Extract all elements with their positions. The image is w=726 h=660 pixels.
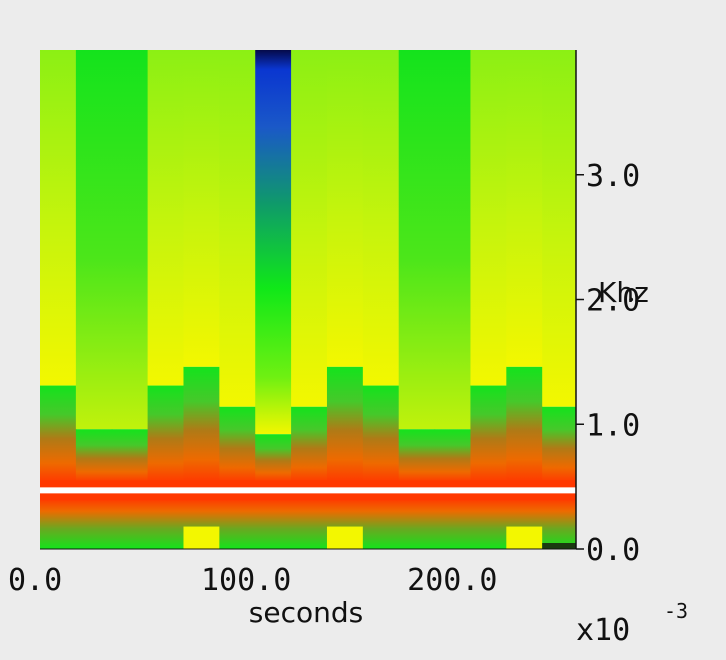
x-tick-label: 200.0 (407, 563, 497, 598)
heatmap-cell-high (147, 50, 184, 386)
heatmap-cell-low (75, 429, 113, 483)
heatmap-cell-bottom (362, 498, 400, 549)
heatmap-cell-low (183, 366, 220, 483)
heatmap-cell-high (398, 50, 436, 430)
heatmap-white-line (40, 487, 576, 494)
heatmap-cell-low (255, 434, 292, 483)
heatmap-cell-high (506, 50, 543, 367)
heatmap-cell-bottom (398, 498, 436, 549)
heatmap-cell-low (111, 429, 149, 483)
heatmap-cell-low (434, 429, 471, 483)
heatmap-cell-low (147, 385, 184, 483)
x-tick-label: 0.0 (8, 563, 62, 598)
heatmap-cell-bottom (40, 498, 77, 549)
heatmap-cell-high (362, 50, 400, 386)
heatmap-cell-bottom (219, 498, 256, 549)
heatmap-cell-high (326, 50, 364, 367)
heatmap-cell-low (470, 385, 507, 483)
heatmap-cell-low (362, 385, 400, 483)
heatmap-cell-high (291, 50, 328, 407)
heatmap-cell-high (219, 50, 256, 407)
x-axis-multiplier: x10 (576, 613, 630, 648)
heatmap-cell-high (111, 50, 149, 430)
heatmap-cell-bottom (542, 498, 577, 549)
heatmap-cell-bottom (147, 498, 184, 549)
heatmap-cell-bump (326, 526, 364, 549)
x-axis-label: seconds (249, 596, 363, 629)
heatmap-cell-high (40, 50, 77, 386)
heatmap-cell-low (291, 406, 328, 483)
y-tick-label: 0.0 (586, 533, 640, 568)
x-tick-label: 100.0 (201, 563, 291, 598)
heatmap-cell-bump (183, 526, 220, 549)
heatmap-cell-high (434, 50, 471, 430)
x-axis-multiplier-exponent: -3 (664, 599, 688, 623)
heatmap-cell-high (255, 50, 292, 435)
heatmap-cell-dark (542, 543, 577, 549)
heatmap-cell-low (326, 366, 364, 483)
heatmap-cell-bottom (75, 498, 113, 549)
heatmap-cell-bottom (255, 498, 292, 549)
heatmap-cell-bottom (111, 498, 149, 549)
heatmap-cell-high (542, 50, 577, 407)
heatmap-cell-low (398, 429, 436, 483)
y-tick-label: 1.0 (586, 408, 640, 443)
heatmap-cell-low (40, 385, 77, 483)
y-axis-label: Khz (598, 276, 649, 309)
heatmap-cell-low (542, 406, 577, 483)
heatmap-cell-bump (506, 526, 543, 549)
heatmap-cell-bottom (291, 498, 328, 549)
heatmap-cell-low (506, 366, 543, 483)
y-tick-label: 3.0 (586, 159, 640, 194)
heatmap-cell-high (183, 50, 220, 367)
heatmap-cell-low (219, 406, 256, 483)
y-tick-label: 2.0 (586, 284, 640, 319)
heatmap-cell-bottom (470, 498, 507, 549)
heatmap-cell-bottom (434, 498, 471, 549)
heatmap-cell-high (470, 50, 507, 386)
heatmap-cell-high (75, 50, 113, 430)
